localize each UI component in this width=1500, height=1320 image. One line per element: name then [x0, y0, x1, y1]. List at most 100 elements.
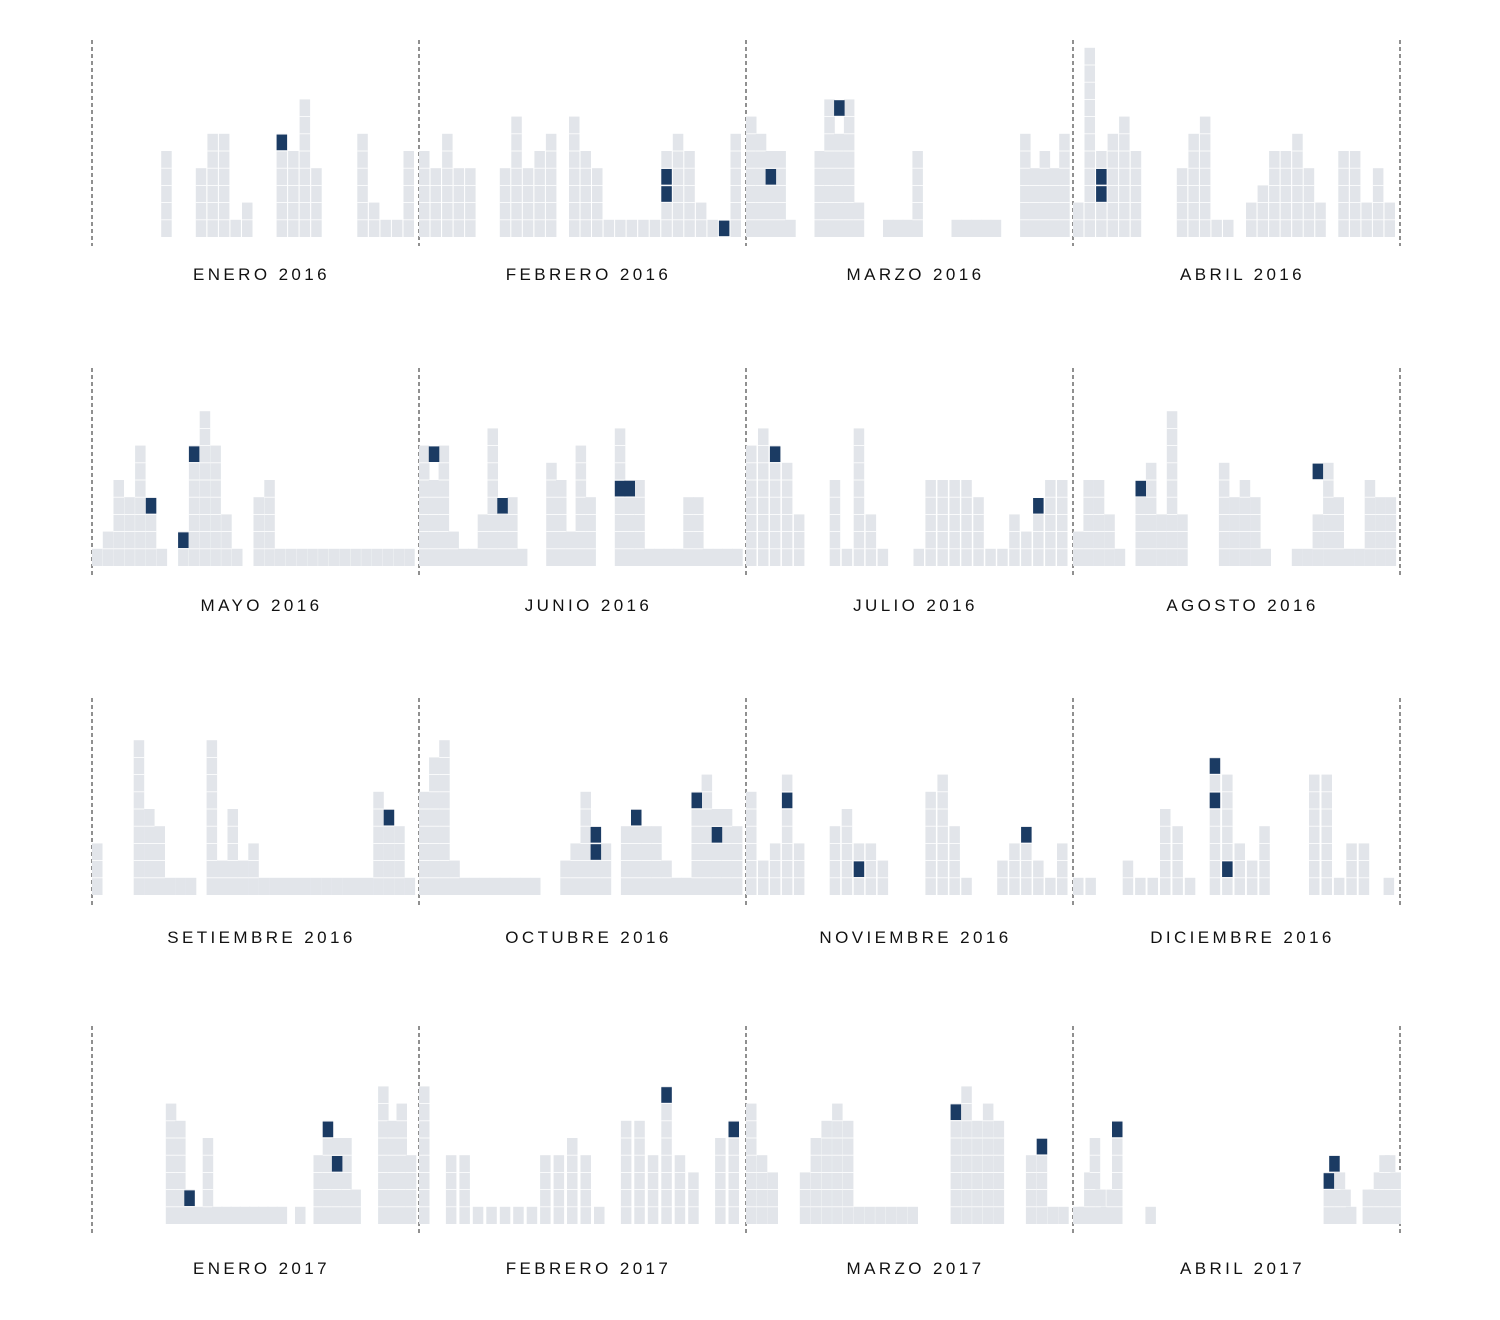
day-bar — [765, 151, 777, 237]
highlight-cell — [691, 792, 702, 809]
day-bar — [875, 1206, 886, 1224]
day-bar — [1084, 47, 1095, 237]
highlight-cell — [276, 134, 288, 151]
day-bar — [1033, 514, 1044, 566]
day-bar — [350, 548, 361, 566]
day-bar — [1383, 877, 1395, 895]
day-bar — [569, 116, 580, 237]
highlight-cell — [950, 1104, 962, 1120]
highlight-cell — [1135, 480, 1146, 497]
day-bar — [404, 877, 416, 895]
day-bar — [321, 877, 332, 895]
day-bar — [1147, 877, 1158, 895]
day-bar — [371, 548, 383, 566]
day-bar — [865, 843, 877, 895]
day-bar — [1239, 480, 1251, 566]
day-bar — [746, 445, 757, 566]
day-bar — [1291, 548, 1303, 566]
day-bar — [841, 809, 853, 895]
day-bar — [785, 219, 796, 237]
day-bar — [634, 480, 645, 566]
day-bar — [339, 548, 351, 566]
day-bar — [701, 774, 713, 895]
day-bar — [684, 151, 695, 237]
month-panel: JULIO 2016 — [746, 428, 1068, 615]
day-bar — [980, 219, 992, 237]
day-bar — [438, 445, 450, 566]
month-label: JUNIO 2016 — [525, 596, 653, 615]
day-bar — [530, 877, 541, 895]
day-bar — [746, 1103, 757, 1224]
day-bar — [961, 877, 972, 895]
day-bar — [1045, 877, 1056, 895]
highlight-cell — [781, 792, 793, 809]
day-bar — [1260, 548, 1271, 566]
day-bar — [570, 843, 581, 895]
day-bar — [509, 877, 521, 895]
day-bar — [949, 480, 960, 566]
day-bar — [380, 219, 391, 237]
day-bar — [499, 1206, 511, 1224]
day-bar — [202, 1138, 214, 1224]
day-bar — [767, 1172, 778, 1224]
day-bar — [711, 809, 723, 895]
day-bar — [279, 877, 290, 895]
month-label: ABRIL 2016 — [1180, 265, 1305, 284]
day-bar — [188, 445, 200, 566]
day-bar — [702, 548, 714, 566]
day-bar — [793, 843, 805, 895]
day-bar — [732, 548, 743, 566]
day-bar — [688, 1172, 699, 1224]
day-bar — [133, 740, 145, 895]
day-bar — [318, 548, 329, 566]
day-bar — [361, 548, 372, 566]
day-bar — [269, 877, 280, 895]
day-bar — [258, 1206, 269, 1224]
month-label: FEBRERO 2017 — [506, 1259, 672, 1278]
day-bar — [383, 809, 395, 895]
day-bar — [1223, 219, 1234, 237]
highlight-cell — [1033, 498, 1044, 514]
day-bar — [1135, 877, 1146, 895]
day-bar — [775, 151, 786, 237]
day-bar — [712, 548, 724, 566]
month-panel: MARZO 2016 — [746, 99, 1070, 284]
day-bar — [594, 1206, 605, 1224]
month-label: AGOSTO 2016 — [1166, 596, 1318, 615]
day-bar — [1354, 548, 1365, 566]
highlight-cell — [1096, 186, 1107, 202]
day-bar — [721, 809, 733, 895]
month-panel: JUNIO 2016 — [419, 428, 743, 615]
highlight-cell — [1096, 169, 1107, 185]
day-bar — [707, 219, 718, 237]
day-bar — [864, 1206, 875, 1224]
day-bar — [853, 1206, 865, 1224]
day-bar — [210, 445, 221, 566]
day-bar — [631, 809, 642, 895]
month-panel: SETIEMBRE 2016 — [92, 740, 416, 947]
day-bar — [1364, 480, 1376, 566]
day-bar — [1089, 1138, 1101, 1224]
month-label: JULIO 2016 — [853, 596, 978, 615]
day-bar — [341, 1138, 352, 1224]
day-bar — [1234, 843, 1245, 895]
highlight-cell — [728, 1121, 739, 1138]
day-bar — [1321, 774, 1332, 895]
day-bar — [653, 548, 665, 566]
day-bar — [267, 1206, 278, 1224]
highlight-cell — [1209, 792, 1221, 809]
day-bar — [511, 116, 522, 237]
day-bar — [307, 548, 318, 566]
day-bar — [971, 219, 982, 237]
day-bar — [1184, 877, 1196, 895]
day-bar — [1160, 809, 1171, 895]
highlight-cell — [661, 169, 672, 185]
day-bar — [556, 480, 567, 566]
day-bar — [1333, 877, 1345, 895]
day-bar — [144, 809, 155, 895]
day-bar — [1199, 116, 1211, 237]
day-bar — [156, 548, 168, 566]
day-bar — [1047, 1206, 1058, 1224]
day-bar — [362, 877, 374, 895]
day-bar — [567, 1138, 578, 1224]
